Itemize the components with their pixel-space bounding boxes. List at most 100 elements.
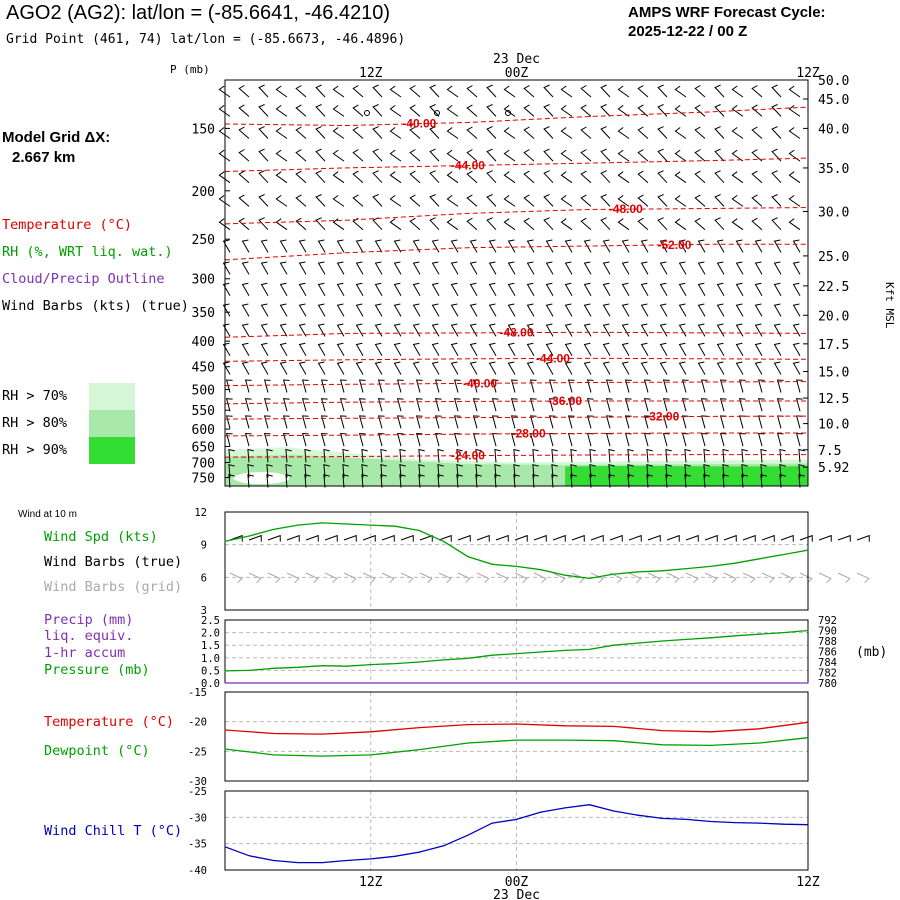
surface-wind-barb-true [362,534,376,542]
profile-wind-barb [431,303,440,317]
profile-wind-barb [643,379,651,393]
pressure-tick-label: 300 [192,273,215,288]
surface-wind-barb-true [761,534,775,542]
profile-wind-barb [244,432,252,447]
profile-wind-barb [560,195,573,207]
profile-wind-barb [453,432,461,447]
profile-wind-barb [372,194,383,207]
surface-wind-barb-grid [381,572,395,584]
profile-wind-barb [488,282,497,296]
wind-speed-panel-frame [224,511,809,611]
profile-wind-barb [466,85,478,98]
dewpoint-line-point [467,742,469,744]
profile-wind-barb [583,239,592,253]
profile-wind-barb [741,448,748,463]
surface-wind-barb-grid [818,572,832,584]
profile-wind-barb [637,85,649,98]
profile-wind-barb [503,171,516,184]
profile-wind-barb [222,261,231,275]
profile-wind-barb [372,84,383,98]
profile-wind-barb [551,448,558,463]
wind-chill-panel-frame [224,790,809,871]
profile-wind-barb [602,282,611,296]
profile-wind-barb [244,415,252,429]
profile-wind-barb [453,379,461,393]
wind-chill-line-point [758,822,761,824]
profile-wind-barb [228,448,235,463]
profile-wind-barb [600,126,611,139]
profile-wind-barb [266,474,273,488]
profile-wind-barb [431,239,440,253]
profile-wind-barb [564,239,573,253]
profile-wind-barb [771,84,782,98]
pressure-line-point [783,632,785,634]
profile-wind-barb [589,474,596,488]
profile-wind-barb [545,261,554,275]
pressure-line-point [297,666,299,668]
profile-wind-barb [222,303,231,317]
model-grid-info: Model Grid ΔX: 2.667 km [2,128,110,168]
profile-wind-barb [393,361,402,375]
profile-wind-barb [374,323,383,337]
temperature-contour-label: -24.00 [451,449,485,463]
height-axis-title: Kft MSL [883,282,896,329]
wind-chill-line-point [321,862,323,864]
profile-wind-barb [450,261,459,275]
profile-wind-barb [657,217,668,231]
profile-wind-barb [532,474,539,488]
profile-wind-barb [222,361,231,375]
profile-wind-barb [389,171,402,184]
surface-wind-barb-true [324,534,338,542]
temperature-contour [224,357,809,362]
profile-wind-barb [228,474,235,488]
surface-wind-barb-true [818,534,832,542]
profile-wind-barb [450,239,459,253]
profile-wind-barb [700,398,708,412]
profile-wind-barb [266,463,273,478]
profile-wind-barb [320,379,328,393]
profile-wind-barb [260,323,269,337]
wind-speed-line-point [710,565,712,568]
surface-wind-barb-true [780,534,794,542]
wind-chill-line-point [345,859,348,862]
profile-wind-barb [779,463,786,478]
wind-chill-line-point [467,834,469,836]
profile-wind-barb [317,239,326,253]
profile-wind-barb [409,104,421,117]
pressure-line-point [515,653,518,655]
surface-wind-barb-true [305,534,319,542]
surface-wind-barb-grid [666,572,680,584]
height-tick-label: 50.0 [818,74,849,89]
profile-wind-barb [279,342,288,357]
profile-wind-barb [776,432,784,447]
profile-wind-barb [295,217,307,231]
surface-wind-barb-grid [267,572,281,584]
profile-wind-barb [342,463,349,478]
temperature-contour [224,381,809,387]
profile-wind-barb [469,342,478,357]
profile-wind-barb [545,361,554,375]
profile-wind-barb [681,415,689,429]
profile-wind-barb [429,104,440,117]
profile-wind-barb [389,195,402,207]
profile-wind-barb [586,398,594,412]
profile-wind-barb [617,195,630,207]
profile-wind-barb [731,218,744,231]
profile-wind-barb [624,432,632,447]
pressure-line-point [224,670,226,672]
top-time-tick: 12Z [359,66,383,81]
profile-wind-barb [380,463,387,478]
profile-wind-barb [412,342,421,357]
profile-wind-barb [225,415,233,429]
profile-wind-barb [475,448,482,463]
profile-wind-barb [678,282,687,296]
temperature-contour [224,400,808,405]
surface-wind-barb-grid [704,572,718,584]
profile-wind-barb [735,342,744,357]
profile-wind-barb [754,323,763,337]
profile-wind-barb [776,415,784,429]
wind-chill-line-point [248,855,250,857]
legend-dewpoint: Dewpoint (°C) [44,743,150,759]
profile-wind-barb [374,239,383,253]
profile-wind-barb [218,105,231,117]
